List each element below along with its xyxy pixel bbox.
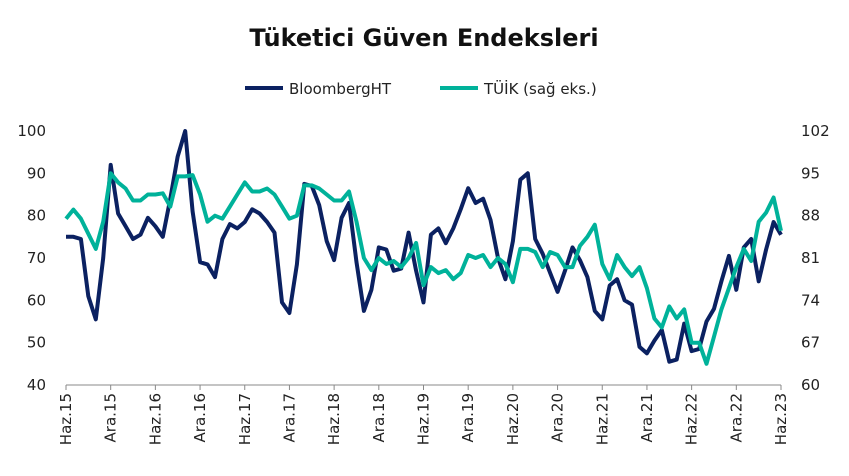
x-tick-label: Ara.17 (280, 393, 298, 442)
x-tick-label: Haz.22 (683, 393, 701, 445)
x-tick-label: Haz.16 (146, 393, 164, 445)
chart-title: Tüketici Güven Endeksleri (249, 24, 598, 52)
x-tick-label: Ara.21 (638, 393, 656, 442)
y-tick-label: 50 (27, 334, 46, 352)
series-line (66, 129, 783, 364)
x-tick-label: Ara.19 (459, 393, 477, 442)
y-tick-label: 40 (27, 376, 46, 394)
y-tick-label: 90 (27, 164, 46, 182)
x-tick-label: Ara.20 (549, 393, 567, 442)
x-tick-label: Ara.16 (191, 393, 209, 442)
legend-label: TÜİK (sağ eks.) (483, 79, 597, 98)
y2-tick-label: 102 (801, 122, 830, 140)
y2-tick-label: 74 (801, 291, 820, 309)
y-tick-label: 100 (17, 122, 46, 140)
x-tick-label: Haz.17 (236, 393, 254, 445)
x-tick-label: Ara.15 (102, 393, 120, 442)
series-line (64, 171, 783, 366)
x-tick-label: Haz.23 (772, 393, 790, 445)
y2-tick-label: 60 (801, 376, 820, 394)
y-tick-label: 80 (27, 207, 46, 225)
y2-tick-label: 88 (801, 207, 820, 225)
x-tick-label: Haz.20 (504, 393, 522, 445)
x-tick-label: Haz.21 (593, 393, 611, 445)
x-tick-label: Haz.19 (415, 393, 433, 445)
x-tick-label: Ara.18 (370, 393, 388, 442)
x-tick-label: Haz.18 (325, 393, 343, 445)
y-tick-label: 70 (27, 249, 46, 267)
y2-tick-label: 67 (801, 334, 820, 352)
legend-label: BloombergHT (289, 80, 392, 98)
x-tick-label: Ara.22 (727, 393, 745, 442)
y2-tick-label: 81 (801, 249, 820, 267)
y-tick-label: 60 (27, 291, 46, 309)
x-tick-label: Haz.15 (57, 393, 75, 445)
y2-tick-label: 95 (801, 164, 820, 182)
